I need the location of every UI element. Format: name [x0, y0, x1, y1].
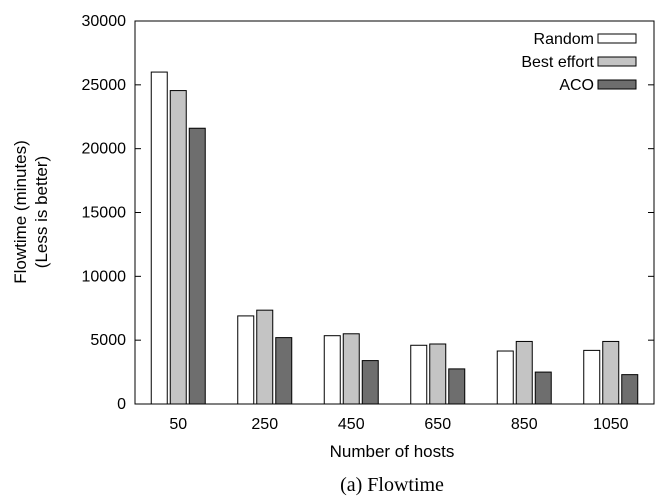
bar-random-650 — [410, 344, 428, 405]
y-axis-ticks: 0 5000 10000 15000 20000 25000 30000 — [82, 13, 654, 413]
legend-label: Best effort — [521, 54, 594, 71]
bar-best-effort-650 — [429, 343, 447, 405]
y-axis-title-line2: (Less is better) — [32, 156, 51, 268]
x-tick-label: 50 — [169, 416, 187, 433]
y-tick-label: 10000 — [82, 268, 127, 285]
y-tick-label: 20000 — [82, 141, 127, 158]
bar-random-50 — [150, 71, 168, 405]
bars — [150, 71, 639, 405]
y-axis-title-line1: Flowtime (minutes) — [11, 140, 30, 284]
bar-best-effort-1050 — [602, 340, 620, 405]
legend-swatch — [597, 79, 637, 90]
bar-aco-250 — [275, 337, 293, 405]
legend-label: ACO — [559, 77, 594, 94]
bar-random-450 — [323, 335, 341, 405]
x-axis-ticks: 50 250 450 650 850 1050 — [169, 398, 629, 433]
x-axis-title: Number of hosts — [330, 442, 455, 461]
bar-aco-850 — [534, 371, 552, 405]
y-tick-label: 0 — [117, 396, 126, 413]
x-tick-label: 450 — [338, 416, 365, 433]
bar-best-effort-250 — [256, 309, 274, 405]
bar-random-1050 — [583, 349, 601, 405]
x-tick-label: 650 — [424, 416, 451, 433]
bar-aco-1050 — [621, 374, 639, 405]
x-tick-label: 850 — [511, 416, 538, 433]
bar-aco-650 — [448, 368, 466, 405]
bar-best-effort-450 — [342, 333, 360, 405]
bar-random-850 — [496, 350, 514, 405]
y-tick-label: 15000 — [82, 205, 127, 222]
figure-caption: (a) Flowtime — [340, 474, 444, 496]
bar-aco-450 — [361, 360, 379, 405]
legend-label: Random — [534, 31, 594, 48]
y-tick-label: 30000 — [82, 13, 127, 30]
bar-best-effort-50 — [169, 90, 187, 405]
x-tick-label: 1050 — [593, 416, 629, 433]
bar-random-250 — [237, 315, 255, 405]
y-tick-label: 25000 — [82, 77, 127, 94]
y-tick-label: 5000 — [90, 332, 126, 349]
x-tick-label: 250 — [251, 416, 278, 433]
legend: Random Best effort ACO — [521, 31, 637, 94]
bar-aco-50 — [188, 127, 206, 405]
legend-swatch — [597, 56, 637, 67]
bar-best-effort-850 — [515, 340, 533, 405]
legend-swatch — [597, 33, 637, 44]
